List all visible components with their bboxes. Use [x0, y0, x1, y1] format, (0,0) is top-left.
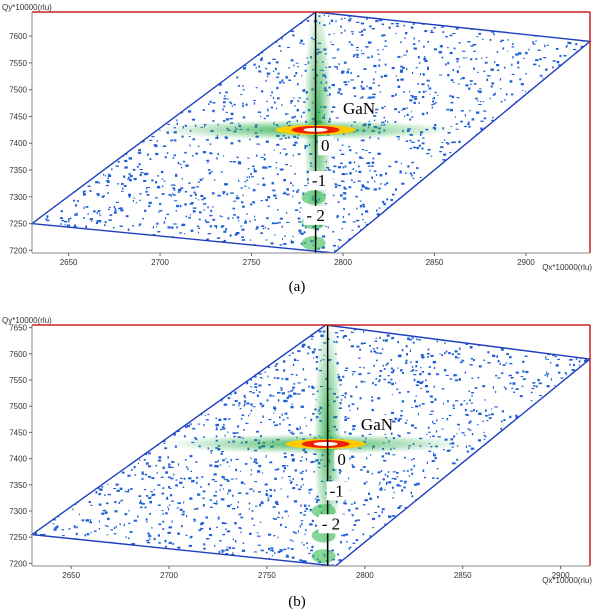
- y-tick-label: 7500: [9, 402, 27, 411]
- y-axis-label: Qy*10000(rlu): [2, 316, 52, 325]
- y-tick-label: 7350: [9, 481, 27, 490]
- y-tick-label: 7450: [9, 112, 27, 121]
- annotation-order: - 2: [306, 206, 324, 225]
- y-tick-label: 7350: [9, 166, 27, 175]
- panel-b: 7200 7250 7300 7350 7400 7450 7500 7550 7600 7650…: [2, 316, 592, 610]
- panel-label: (a): [289, 279, 306, 295]
- y-tick-label: 7600: [9, 32, 27, 41]
- y-tick-label: 7650: [9, 324, 27, 333]
- x-tick-label: 2850: [426, 258, 444, 267]
- annotation-gan: GaN: [343, 99, 375, 118]
- annotation-box: [308, 171, 333, 191]
- annotation-box: [340, 98, 374, 118]
- annotation-order: -1: [330, 481, 344, 500]
- x-tick-label: 2750: [258, 571, 276, 580]
- x-tick-label: 2700: [151, 258, 169, 267]
- annotation-box: [303, 205, 337, 225]
- annotation-box: [357, 414, 391, 434]
- annotation-box: [318, 136, 334, 156]
- x-tick-label: 2900: [552, 571, 570, 580]
- annotation-order: 0: [321, 136, 330, 155]
- annotation-box: [318, 514, 352, 534]
- y-tick-label: 7300: [9, 193, 27, 202]
- y-tick-label: 7600: [9, 350, 27, 359]
- x-tick-label: 2750: [243, 258, 261, 267]
- y-tick-label: 7200: [9, 246, 27, 255]
- y-tick-label: 7500: [9, 86, 27, 95]
- y-tick-label: 7300: [9, 507, 27, 516]
- x-tick-label: 2650: [62, 571, 80, 580]
- annotation-box: [334, 449, 350, 469]
- y-tick-label: 7250: [9, 533, 27, 542]
- y-tick-label: 7200: [9, 559, 27, 568]
- annotation-order: 0: [337, 450, 346, 469]
- x-tick-label: 2800: [356, 571, 374, 580]
- x-tick-label: 2900: [517, 258, 535, 267]
- annotation-order: -1: [312, 171, 326, 190]
- x-tick-label: 2700: [160, 571, 178, 580]
- x-axis-label: Qx*10000(rlu): [542, 576, 592, 585]
- y-tick-label: 7550: [9, 376, 27, 385]
- y-tick-label: 7550: [9, 59, 27, 68]
- x-tick-label: 2850: [454, 571, 472, 580]
- annotation-gan: GaN: [361, 415, 393, 434]
- annotation-order: - 2: [322, 514, 340, 533]
- annotation-box: [326, 481, 351, 501]
- panel-label: (b): [288, 594, 306, 610]
- x-tick-label: 2800: [334, 258, 352, 267]
- y-axis-label: Qy*10000(rlu): [2, 3, 52, 12]
- peak-center: [313, 441, 338, 446]
- panel-a: 7200 7250 7300 7350 7400 7450 7500 7550 7600 2650…: [2, 3, 592, 295]
- x-axis-label: Qx*10000(rlu): [542, 263, 592, 272]
- y-tick-label: 7450: [9, 428, 27, 437]
- y-tick-label: 7250: [9, 220, 27, 229]
- x-tick-label: 2650: [60, 258, 78, 267]
- y-tick-label: 7400: [9, 455, 27, 464]
- y-tick-label: 7400: [9, 139, 27, 148]
